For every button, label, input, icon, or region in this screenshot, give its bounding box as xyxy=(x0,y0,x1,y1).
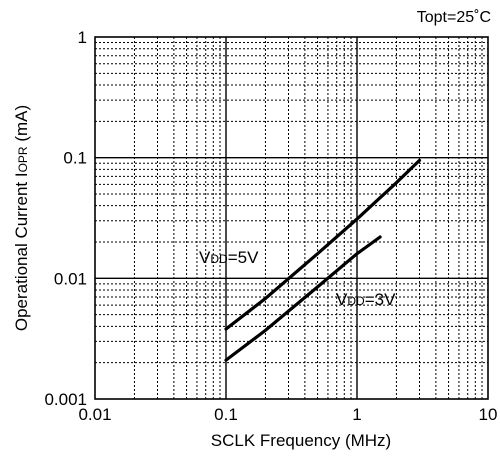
series-label-vdd-3v: VDD=3V xyxy=(336,290,396,309)
y-tick-label: 0.001 xyxy=(44,390,87,409)
series-label-vdd-5v-main: V xyxy=(199,248,211,267)
y-tick-label: 0.1 xyxy=(63,149,87,168)
y-axis-label: Operational Current IOPR (mA) xyxy=(12,105,31,331)
series-label-vdd-3v-sub: DD xyxy=(347,294,365,308)
x-tick-label: 1 xyxy=(352,405,361,424)
grid xyxy=(95,37,488,399)
plot-frame xyxy=(94,36,489,400)
y-tick-label: 0.01 xyxy=(54,269,87,288)
x-tick-label: 0.1 xyxy=(214,405,238,424)
series-label-vdd-3v-main: V xyxy=(336,290,348,309)
y-axis-label-main: Operational Current I xyxy=(12,172,31,331)
x-tick-label: 0.01 xyxy=(78,405,111,424)
series-line-vdd-3v xyxy=(224,235,382,362)
x-tick-label: 10 xyxy=(479,405,498,424)
series-label-vdd-5v-rest: =5V xyxy=(228,248,259,267)
x-axis-label: SCLK Frequency (MHz) xyxy=(211,431,391,450)
curves xyxy=(224,158,422,362)
series-label-vdd-3v-rest: =3V xyxy=(365,290,396,309)
y-tick-label: 1 xyxy=(78,28,87,47)
y-axis-label-sub: OPR xyxy=(16,146,30,172)
series-line-vdd-5v xyxy=(224,158,422,331)
series-label-vdd-5v: VDD=5V xyxy=(199,248,259,267)
series-label-vdd-5v-sub: DD xyxy=(210,252,228,266)
y-axis-label-unit: (mA) xyxy=(12,105,31,147)
chart-title: Topt=25˚C xyxy=(417,9,491,26)
